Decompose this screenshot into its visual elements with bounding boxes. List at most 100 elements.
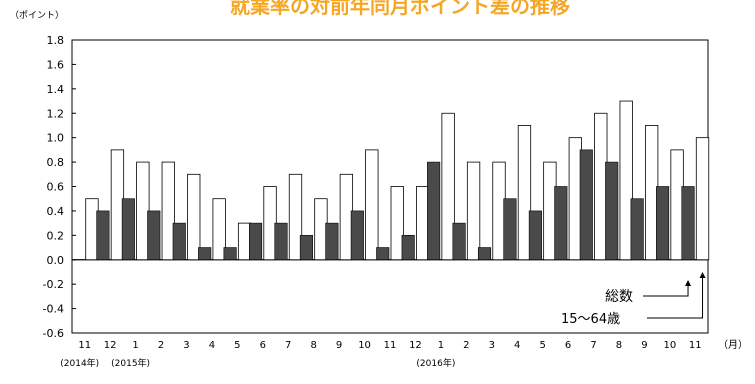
x-tick-label: 9 [641, 340, 647, 351]
bar-total [237, 222, 252, 261]
legend-leader-15-64 [647, 276, 704, 319]
bar-total [187, 173, 201, 261]
x-tick-label: 6 [260, 340, 266, 351]
bar-15-64 [401, 235, 415, 261]
y-tick-label: 1.6 [47, 58, 65, 71]
y-tick-label: 1.0 [47, 132, 65, 145]
x-tick-label: 7 [590, 340, 596, 351]
bar-15-64 [299, 235, 313, 261]
bar-total [492, 161, 506, 261]
x-tick-label: 11 [689, 340, 702, 351]
bar-total [594, 112, 608, 261]
legend-leader-total [643, 284, 689, 297]
bar-total [110, 149, 125, 261]
bar-15-64 [427, 161, 441, 261]
y-tick-label: 0.8 [47, 156, 65, 169]
x-tick-label: 10 [358, 340, 371, 351]
bar-15-64 [223, 247, 237, 261]
bar-15-64 [554, 186, 568, 261]
bar-15-64 [528, 210, 542, 261]
bar-15-64 [147, 210, 161, 261]
x-tick-label: 3 [489, 340, 495, 351]
bar-total [543, 161, 557, 261]
bar-15-64 [656, 186, 670, 261]
x-tick-label: 3 [183, 340, 189, 351]
bar-total [314, 198, 328, 261]
year-label: (2014年) [60, 357, 99, 369]
bar-15-64 [681, 186, 695, 261]
bar-total [288, 173, 303, 261]
bar-total [212, 198, 226, 261]
bar-15-64 [325, 222, 339, 261]
year-label: (2015年) [111, 357, 150, 369]
y-tick-label: 0.2 [47, 229, 65, 242]
bar-total [695, 137, 710, 261]
x-tick-label: 11 [384, 340, 397, 351]
bar-15-64 [477, 247, 492, 261]
chart-title: 就業率の対前年同月ポイント差の推移 [230, 0, 570, 18]
bar-total [390, 186, 404, 261]
x-tick-label: 8 [616, 340, 622, 351]
bar-15-64 [249, 222, 263, 261]
bar-15-64 [452, 222, 466, 261]
y-tick-label: 1.2 [47, 107, 65, 120]
y-tick-label: 0.6 [47, 181, 65, 194]
x-tick-label: 1 [132, 340, 138, 351]
bar-total [416, 186, 430, 261]
y-tick-label: 0.4 [47, 205, 65, 218]
bar-total [263, 186, 277, 261]
bar-total [517, 125, 532, 261]
x-tick-label: 7 [285, 340, 291, 351]
legend-arrow-15-64 [699, 272, 706, 278]
y-tick-label: 1.8 [47, 34, 65, 47]
bar-total [85, 198, 99, 261]
bar-15-64 [605, 161, 619, 261]
bar-total [670, 149, 684, 261]
x-tick-label: 12 [409, 340, 422, 351]
x-tick-label: 12 [104, 340, 117, 351]
bar-total [161, 161, 175, 261]
bar-15-64 [350, 210, 364, 261]
y-tick-label: -0.6 [43, 327, 64, 340]
x-tick-label: 4 [209, 340, 215, 351]
x-tick-label: 4 [514, 340, 520, 351]
legend-15-64: 15～64歳 [561, 312, 620, 327]
bar-15-64 [172, 222, 186, 261]
y-tick-label: 1.4 [47, 83, 65, 96]
x-tick-label: 2 [463, 340, 469, 351]
x-tick-label: 8 [310, 340, 316, 351]
x-tick-label: 9 [336, 340, 342, 351]
bar-total [365, 149, 379, 261]
bar-15-64 [198, 247, 212, 261]
y-tick-label: -0.2 [43, 278, 64, 291]
bar-15-64 [121, 198, 135, 261]
x-axis-unit: （月） [718, 339, 748, 351]
bar-total [441, 112, 455, 261]
x-tick-label: 11 [78, 340, 91, 351]
y-axis-label: （ポイント） [10, 10, 64, 21]
bar-15-64 [503, 198, 517, 261]
y-tick-label: -0.4 [43, 303, 64, 316]
legend-arrow-total [685, 280, 692, 286]
x-tick-label: 5 [539, 340, 545, 351]
bar-15-64 [579, 149, 593, 261]
bar-15-64 [96, 210, 110, 261]
x-tick-label: 2 [158, 340, 164, 351]
bar-total [466, 161, 481, 261]
x-tick-label: 1 [438, 340, 444, 351]
x-tick-label: 6 [565, 340, 571, 351]
bar-15-64 [630, 198, 644, 261]
bar-total [568, 137, 582, 261]
bar-total [645, 125, 659, 261]
year-label: (2016年) [416, 357, 455, 369]
bar-total [339, 173, 354, 261]
bar-total [136, 161, 150, 261]
bar-15-64 [274, 222, 288, 261]
bar-total [619, 100, 633, 261]
x-tick-label: 10 [663, 340, 676, 351]
legend-total: 総数 [605, 289, 633, 305]
y-tick-label: 0.0 [47, 254, 65, 267]
x-tick-label: 5 [234, 340, 240, 351]
